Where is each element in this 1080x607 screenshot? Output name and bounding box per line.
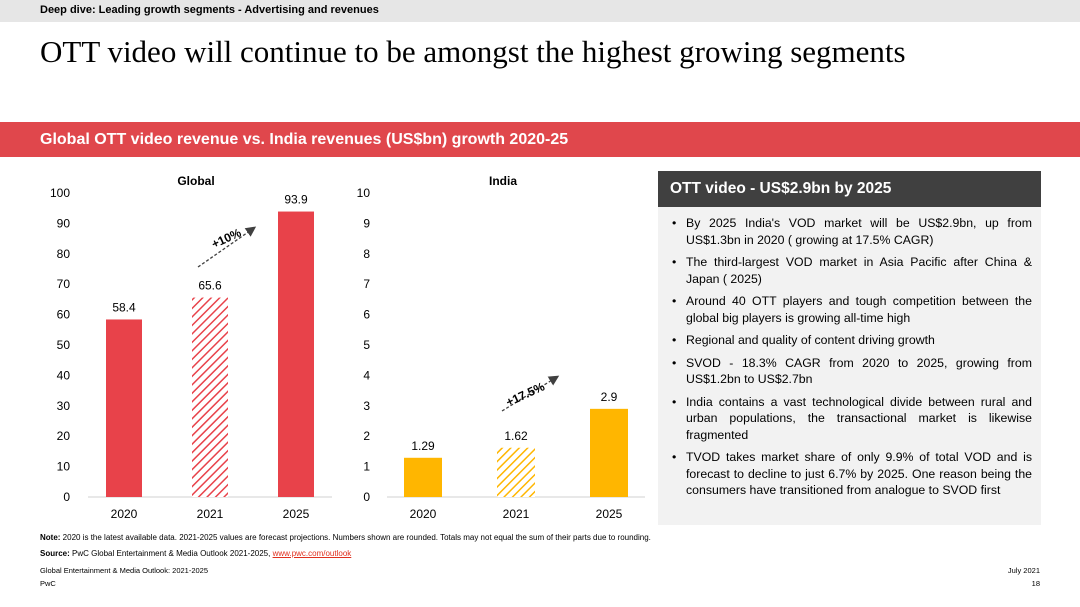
source-text: PwC Global Entertainment & Media Outlook… <box>69 549 273 558</box>
undefined-data-label: 1.29 <box>411 439 435 453</box>
undefined-growth-arrow <box>197 226 257 268</box>
source-line: Source: PwC Global Entertainment & Media… <box>40 549 351 558</box>
summary-bullet: By 2025 India's VOD market will be US$2.… <box>672 215 1032 248</box>
undefined-bar-2025 <box>278 211 314 497</box>
undefined-y-tick-label: 5 <box>363 338 370 352</box>
slide-title: OTT video will continue to be amongst th… <box>40 34 906 69</box>
undefined-x-tick-label: 2021 <box>197 507 224 521</box>
footnote-label: Note: <box>40 533 61 542</box>
undefined-y-tick-label: 2 <box>363 429 370 443</box>
summary-bullet: India contains a vast technological divi… <box>672 394 1032 444</box>
footer-date: July 2021 <box>1007 566 1040 575</box>
undefined-data-label: 58.4 <box>112 300 136 314</box>
undefined-x-tick-label: 2020 <box>111 507 138 521</box>
summary-bullet-list: By 2025 India's VOD market will be US$2.… <box>672 215 1032 505</box>
undefined-growth-arrow <box>501 375 560 412</box>
undefined-y-tick-label: 0 <box>363 490 370 504</box>
undefined-x-tick-label: 2025 <box>283 507 310 521</box>
undefined-bar-2020 <box>106 319 142 497</box>
undefined-bar-2021 <box>497 447 535 497</box>
undefined-y-tick-label: 9 <box>363 216 370 230</box>
undefined-y-tick-label: 40 <box>57 368 71 382</box>
footer-page-number: 18 <box>1031 579 1040 588</box>
undefined-x-tick-label: 2021 <box>503 507 530 521</box>
undefined-y-tick-label: 70 <box>57 277 71 291</box>
undefined-y-tick-label: 6 <box>363 308 370 322</box>
undefined-chart-title: India <box>489 174 517 188</box>
footnote-text: 2020 is the latest available data. 2021-… <box>60 533 651 542</box>
summary-panel-heading: OTT video - US$2.9bn by 2025 <box>670 180 892 197</box>
undefined-y-tick-label: 30 <box>57 399 71 413</box>
undefined-y-tick-label: 3 <box>363 399 370 413</box>
undefined-y-tick-label: 8 <box>363 247 370 261</box>
undefined-x-tick-label: 2020 <box>410 507 437 521</box>
undefined-y-tick-label: 50 <box>57 338 71 352</box>
source-link[interactable]: www.pwc.com/outlook <box>272 549 352 558</box>
undefined-data-label: 65.6 <box>198 279 222 293</box>
revenue-chart: Global010203040506070809010058.4202065.6… <box>50 174 645 521</box>
undefined-y-tick-label: 10 <box>57 460 71 474</box>
undefined-chart-title: Global <box>177 174 214 188</box>
footer-brand: PwC <box>40 579 56 588</box>
footnote: Note: 2020 is the latest available data.… <box>40 533 651 542</box>
undefined-y-tick-label: 4 <box>363 368 370 382</box>
undefined-y-tick-label: 60 <box>57 308 71 322</box>
undefined-bar-2025 <box>590 408 628 497</box>
undefined-y-tick-label: 0 <box>63 490 70 504</box>
undefined-y-tick-label: 90 <box>57 216 71 230</box>
source-label: Source: <box>40 549 70 558</box>
summary-bullet: TVOD takes market share of only 9.9% of … <box>672 449 1032 499</box>
undefined-y-tick-label: 7 <box>363 277 370 291</box>
undefined-growth-label: +17.5% <box>504 379 547 409</box>
undefined-y-tick-label: 1 <box>363 460 370 474</box>
footer-publication: Global Entertainment & Media Outlook: 20… <box>40 566 209 575</box>
undefined-y-tick-label: 10 <box>357 186 371 200</box>
summary-bullet: The third-largest VOD market in Asia Pac… <box>672 254 1032 287</box>
summary-panel-header: OTT video - US$2.9bn by 2025 <box>658 171 1041 207</box>
summary-bullet: Around 40 OTT players and tough competit… <box>672 293 1032 326</box>
section-label: Deep dive: Leading growth segments - Adv… <box>40 4 379 16</box>
undefined-data-label: 2.9 <box>601 390 618 404</box>
summary-bullet: Regional and quality of content driving … <box>672 332 1032 349</box>
undefined-data-label: 1.62 <box>504 429 528 443</box>
undefined-growth-label: +10% <box>209 225 243 251</box>
top-section-bar: Deep dive: Leading growth segments - Adv… <box>0 0 1080 22</box>
undefined-y-tick-label: 100 <box>50 186 70 200</box>
summary-panel: OTT video - US$2.9bn by 2025 By 2025 Ind… <box>658 171 1041 525</box>
undefined-bar-2020 <box>404 457 442 497</box>
undefined-y-tick-label: 20 <box>57 429 71 443</box>
undefined-x-tick-label: 2025 <box>596 507 623 521</box>
chart-banner-title: Global OTT video revenue vs. India reven… <box>40 131 569 148</box>
undefined-y-tick-label: 80 <box>57 247 71 261</box>
undefined-bar-2021 <box>192 297 228 497</box>
undefined-data-label: 93.9 <box>284 193 308 207</box>
chart-banner: Global OTT video revenue vs. India reven… <box>0 122 1080 157</box>
summary-bullet: SVOD - 18.3% CAGR from 2020 to 2025, gro… <box>672 355 1032 388</box>
